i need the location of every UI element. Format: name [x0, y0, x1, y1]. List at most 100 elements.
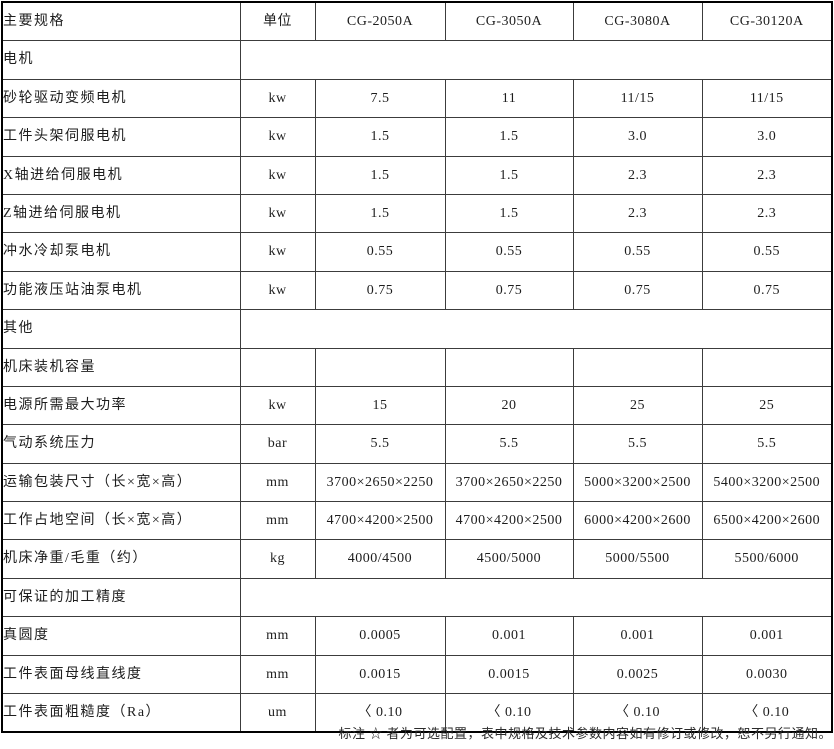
unit-cell: [239, 347, 316, 387]
spec-label: 工件表面母线直线度: [1, 654, 241, 695]
table-row: 工件头架伺服电机 kw 1.5 1.5 3.0 3.0: [1, 117, 833, 157]
value-cell: 4500/5000: [444, 539, 574, 579]
unit-cell: kw: [239, 385, 316, 426]
value-cell: 0.0030: [701, 654, 833, 695]
value-cell: [701, 347, 833, 387]
spec-label: 电机: [1, 40, 241, 80]
table-row: 机床装机容量: [1, 347, 833, 387]
value-cell: [572, 347, 703, 387]
value-cell: 0.0015: [314, 654, 446, 695]
value-cell: 7.5: [314, 78, 446, 119]
table-row: 工件表面母线直线度 mm 0.0015 0.0015 0.0025 0.0030: [1, 654, 833, 695]
spec-label: 工件表面粗糙度（Ra）: [1, 693, 241, 733]
header-model: CG-3050A: [444, 1, 574, 42]
value-cell: 2.3: [572, 193, 703, 234]
table-row: 电源所需最大功率 kw 15 20 25 25: [1, 385, 833, 426]
value-cell: 5500/6000: [701, 539, 833, 579]
value-cell: 5.5: [444, 424, 574, 464]
value-cell: 0.55: [701, 232, 833, 272]
spec-label: 气动系统压力: [1, 424, 241, 464]
unit-cell: kw: [239, 232, 316, 272]
value-cell: 0.75: [572, 270, 703, 311]
table-row: Z轴进给伺服电机 kw 1.5 1.5 2.3 2.3: [1, 193, 833, 234]
table-row: 工件表面粗糙度（Ra） um 〈 0.10 〈 0.10 〈 0.10 〈 0.10: [1, 693, 833, 733]
spec-label: X轴进给伺服电机: [1, 155, 241, 195]
unit-cell: kg: [239, 539, 316, 579]
spec-label: Z轴进给伺服电机: [1, 193, 241, 234]
spec-label: 机床装机容量: [1, 347, 241, 387]
value-cell: 1.5: [314, 117, 446, 157]
section-span-cell: [239, 309, 833, 349]
value-cell: 3700×2650×2250: [314, 462, 446, 503]
value-cell: 25: [701, 385, 833, 426]
value-cell: [444, 347, 574, 387]
spec-label: 运输包装尺寸（长×宽×高）: [1, 462, 241, 503]
unit-cell: kw: [239, 270, 316, 311]
table-row: 气动系统压力 bar 5.5 5.5 5.5 5.5: [1, 424, 833, 464]
value-cell: [314, 347, 446, 387]
value-cell: 〈 0.10: [572, 693, 703, 733]
section-row: 其他: [1, 309, 833, 349]
footnote-text: 标注 ☆ 者为可选配置，表中规格及技术参数内容如有修订或修改，恕不另行通知。: [338, 726, 832, 741]
spec-table-body: 电机 砂轮驱动变频电机 kw 7.5 11 11/15 11/15 工件头架伺服电机 kw 1.5…: [1, 40, 833, 733]
value-cell: 25: [572, 385, 703, 426]
table-row: X轴进给伺服电机 kw 1.5 1.5 2.3 2.3: [1, 155, 833, 195]
value-cell: 11/15: [701, 78, 833, 119]
unit-cell: kw: [239, 117, 316, 157]
value-cell: 0.0025: [572, 654, 703, 695]
unit-cell: mm: [239, 501, 316, 541]
spec-table: 主要规格 单位 CG-2050A CG-3050A CG-3080A CG-30…: [1, 1, 833, 734]
value-cell: 2.3: [572, 155, 703, 195]
value-cell: 3700×2650×2250: [444, 462, 574, 503]
value-cell: 1.5: [444, 193, 574, 234]
value-cell: 0.75: [314, 270, 446, 311]
table-row: 功能液压站油泵电机 kw 0.75 0.75 0.75 0.75: [1, 270, 833, 311]
value-cell: 3.0: [701, 117, 833, 157]
section-row: 电机: [1, 40, 833, 80]
value-cell: 6000×4200×2600: [572, 501, 703, 541]
value-cell: 5000×3200×2500: [572, 462, 703, 503]
unit-cell: mm: [239, 654, 316, 695]
value-cell: 20: [444, 385, 574, 426]
header-model: CG-2050A: [314, 1, 446, 42]
value-cell: 5400×3200×2500: [701, 462, 833, 503]
value-cell: 4000/4500: [314, 539, 446, 579]
table-row: 真圆度 mm 0.0005 0.001 0.001 0.001: [1, 616, 833, 656]
table-row: 砂轮驱动变频电机 kw 7.5 11 11/15 11/15: [1, 78, 833, 119]
value-cell: 0.001: [444, 616, 574, 656]
header-model: CG-30120A: [701, 1, 833, 42]
spec-label: 真圆度: [1, 616, 241, 656]
value-cell: 0.001: [701, 616, 833, 656]
spec-label: 可保证的加工精度: [1, 577, 241, 618]
header-model: CG-3080A: [572, 1, 703, 42]
value-cell: 11/15: [572, 78, 703, 119]
table-row: 机床净重/毛重（约） kg 4000/4500 4500/5000 5000/5500 5…: [1, 539, 833, 579]
value-cell: 5000/5500: [572, 539, 703, 579]
spec-label: 电源所需最大功率: [1, 385, 241, 426]
header-row: 主要规格 单位 CG-2050A CG-3050A CG-3080A CG-30…: [1, 1, 833, 42]
value-cell: 11: [444, 78, 574, 119]
table-row: 运输包装尺寸（长×宽×高） mm 3700×2650×2250 3700×2650×2…: [1, 462, 833, 503]
value-cell: 3.0: [572, 117, 703, 157]
unit-cell: kw: [239, 155, 316, 195]
value-cell: 2.3: [701, 155, 833, 195]
table-row: 冲水冷却泵电机 kw 0.55 0.55 0.55 0.55: [1, 232, 833, 272]
spec-label: 功能液压站油泵电机: [1, 270, 241, 311]
header-unit: 单位: [239, 1, 316, 42]
value-cell: 4700×4200×2500: [314, 501, 446, 541]
table-row: 工作占地空间（长×宽×高） mm 4700×4200×2500 4700×4200×2…: [1, 501, 833, 541]
header-spec: 主要规格: [1, 1, 241, 42]
value-cell: 0.75: [444, 270, 574, 311]
value-cell: 1.5: [444, 155, 574, 195]
spec-label: 工作占地空间（长×宽×高）: [1, 501, 241, 541]
section-span-cell: [239, 577, 833, 618]
value-cell: 0.0015: [444, 654, 574, 695]
value-cell: 1.5: [444, 117, 574, 157]
value-cell: 5.5: [701, 424, 833, 464]
unit-cell: mm: [239, 616, 316, 656]
value-cell: 0.55: [572, 232, 703, 272]
value-cell: 0.55: [444, 232, 574, 272]
value-cell: 1.5: [314, 155, 446, 195]
spec-label: 砂轮驱动变频电机: [1, 78, 241, 119]
